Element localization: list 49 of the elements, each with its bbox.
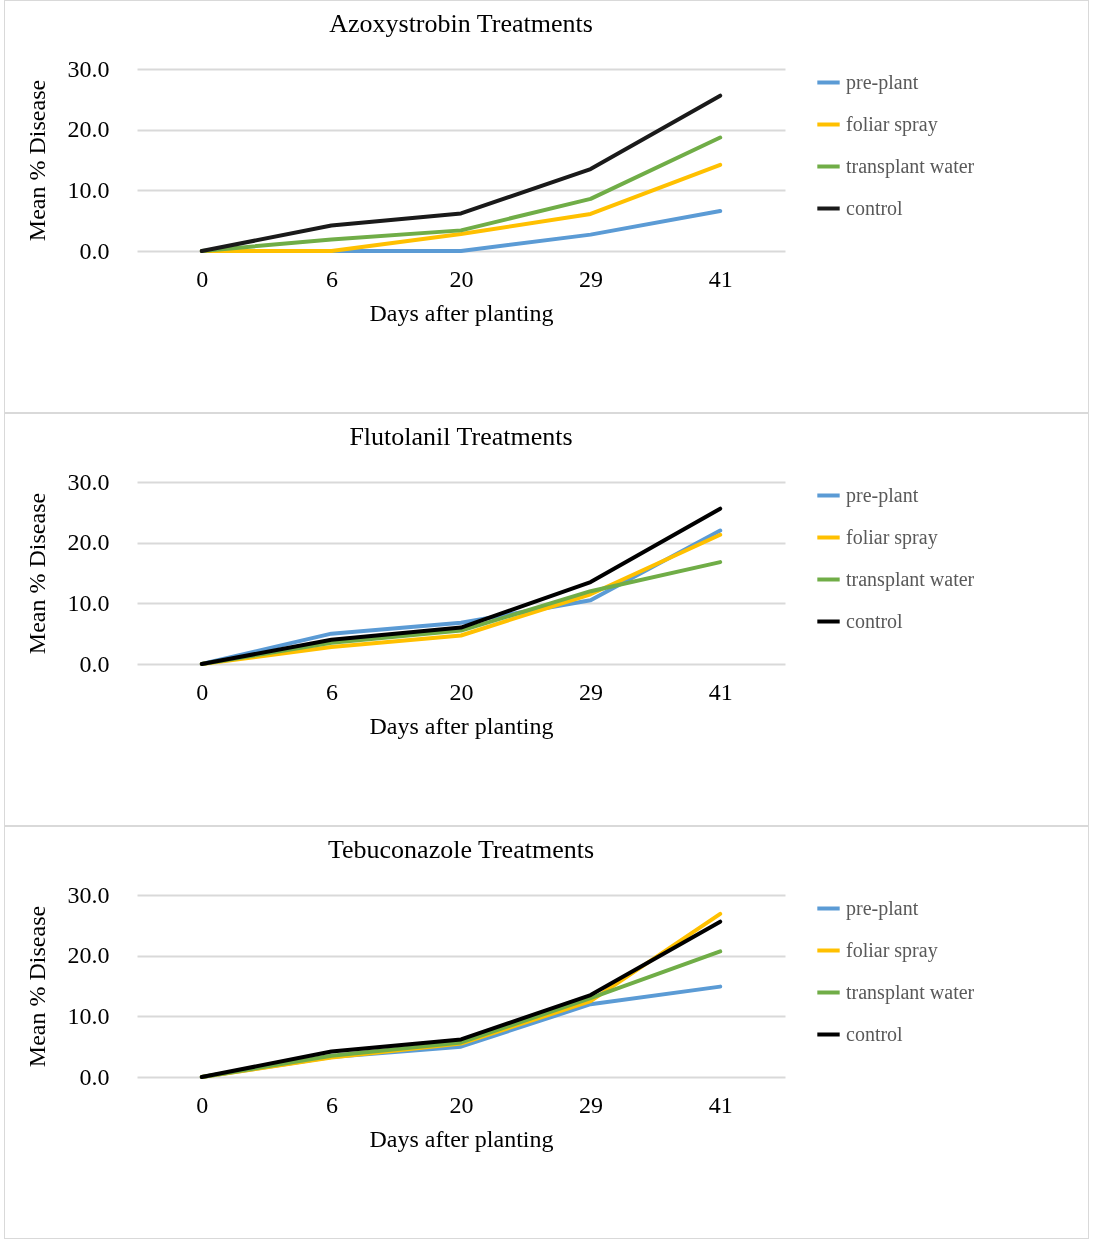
chart-title: Azoxystrobin Treatments	[329, 9, 593, 38]
x-tick-label: 6	[325, 265, 338, 292]
y-tick-label: 20.0	[67, 529, 110, 556]
x-tick-label: 41	[708, 265, 733, 292]
x-axis-title: Days after planting	[369, 299, 554, 326]
x-tick-label: 41	[708, 678, 733, 705]
legend-label: control	[846, 1022, 904, 1045]
x-tick-label: 20	[449, 265, 474, 292]
x-tick-label: 20	[449, 678, 474, 705]
y-tick-label: 10.0	[67, 1002, 110, 1029]
y-axis-title: Mean % Disease	[23, 492, 50, 655]
y-tick-label: 20.0	[67, 942, 110, 969]
x-tick-label: 6	[325, 1091, 338, 1118]
legend-label: foliar spray	[846, 525, 938, 549]
chart-title: Tebuconazole Treatments	[327, 835, 595, 864]
y-axis-title: Mean % Disease	[23, 79, 50, 242]
chart-title: Flutolanil Treatments	[349, 422, 573, 451]
x-axis-title: Days after planting	[369, 712, 554, 739]
legend-label: control	[846, 196, 904, 219]
y-tick-label: 30.0	[67, 881, 110, 908]
y-tick-label: 10.0	[67, 176, 110, 203]
x-tick-label: 29	[579, 1091, 604, 1118]
x-tick-label: 0	[196, 265, 209, 292]
y-tick-label: 0.0	[79, 1063, 110, 1090]
legend-label: pre-plant	[846, 70, 919, 94]
legend-label: transplant water	[846, 980, 975, 1004]
x-tick-label: 29	[579, 265, 604, 292]
y-tick-label: 10.0	[67, 589, 110, 616]
x-tick-label: 29	[579, 678, 604, 705]
legend-label: transplant water	[846, 567, 975, 591]
line-series	[199, 93, 723, 253]
x-tick-label: 6	[325, 678, 338, 705]
x-tick-label: 0	[196, 678, 209, 705]
y-tick-label: 0.0	[79, 237, 110, 264]
y-tick-label: 30.0	[67, 468, 110, 495]
y-tick-label: 0.0	[79, 650, 110, 677]
legend-label: control	[846, 609, 904, 632]
x-tick-label: 20	[449, 1091, 474, 1118]
x-tick-label: 0	[196, 1091, 209, 1118]
y-tick-label: 20.0	[67, 116, 110, 143]
x-tick-label: 41	[708, 1091, 733, 1118]
legend-label: pre-plant	[846, 483, 919, 507]
legend-label: pre-plant	[846, 896, 919, 920]
y-axis-title: Mean % Disease	[23, 905, 50, 1068]
x-axis-title: Days after planting	[369, 1125, 554, 1152]
legend-label: foliar spray	[846, 112, 938, 136]
legend-label: transplant water	[846, 154, 975, 178]
y-tick-label: 30.0	[67, 55, 110, 82]
legend-label: foliar spray	[846, 938, 938, 962]
